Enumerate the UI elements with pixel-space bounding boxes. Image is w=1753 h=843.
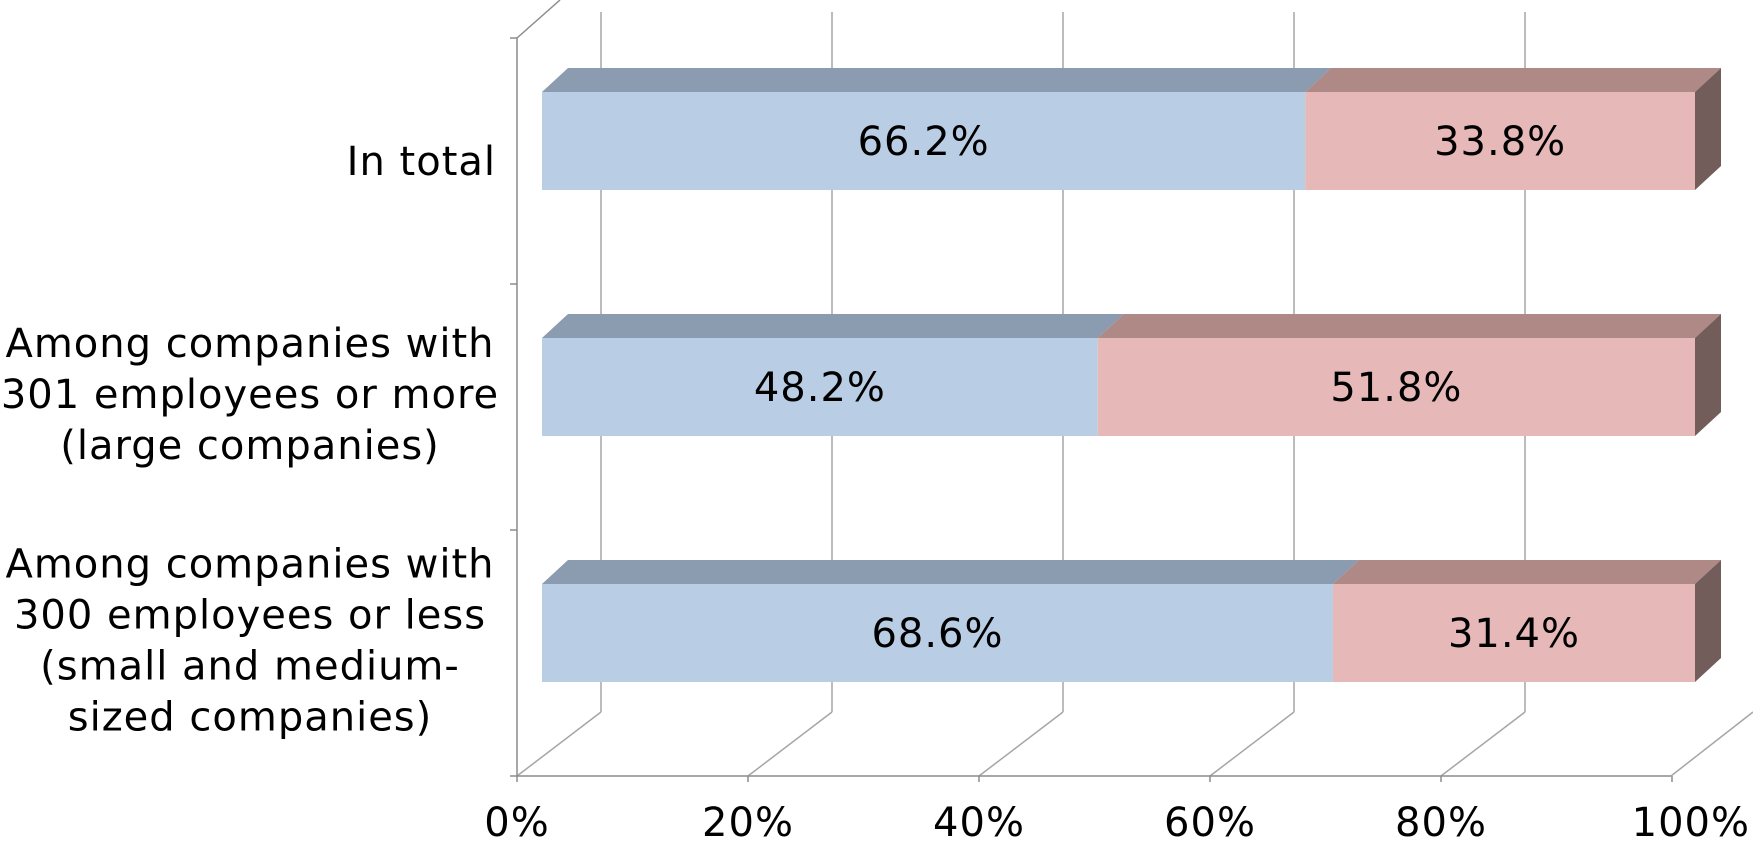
data-label-1-0: 33.8% — [1434, 119, 1566, 165]
bar-1-1 — [1097, 338, 1695, 436]
bar-top-1-1 — [1097, 314, 1721, 338]
x-tick-label-0: 0% — [484, 800, 549, 843]
data-label-0-2: 68.6% — [871, 611, 1003, 657]
floor-gridline-100 — [1670, 711, 1753, 777]
bar-side-1-0 — [1695, 68, 1721, 190]
data-label-0-1: 48.2% — [754, 365, 886, 411]
x-tick-labels: 0% 20% 40% 60% 80% 100% — [484, 800, 1750, 843]
bar-top-1-0 — [1305, 68, 1721, 92]
data-label-1-1: 51.8% — [1330, 365, 1462, 411]
category-label-2-line-3: sized companies) — [68, 695, 433, 741]
floor-gridline-60 — [1209, 711, 1295, 777]
bar-0-2 — [542, 584, 1333, 682]
category-label-2-line-2: (small and medium- — [40, 644, 460, 690]
axes — [510, 0, 1673, 782]
x-tick-label-20: 20% — [702, 800, 794, 843]
bar-1-0 — [1305, 92, 1695, 190]
bar-0-1 — [542, 338, 1098, 436]
floor-gridline-40 — [978, 711, 1064, 777]
category-label-1: Among companies with 301 employees or mor… — [1, 321, 499, 469]
floor-gridline-20 — [747, 711, 833, 777]
x-tick-label-60: 60% — [1164, 800, 1256, 843]
data-labels: 66.2% 33.8% 48.2% 51.8% 68.6% 31.4% — [754, 119, 1580, 657]
category-label-1-line-1: 301 employees or more — [1, 372, 499, 418]
category-label-2: Among companies with 300 employees or les… — [5, 542, 494, 741]
category-label-2-line-1: 300 employees or less — [14, 593, 486, 639]
category-label-0: In total — [347, 139, 496, 185]
floor-gridline-0 — [516, 711, 602, 777]
data-label-1-2: 31.4% — [1448, 611, 1580, 657]
floor-gridline-80 — [1440, 711, 1526, 777]
bar-top-1-2 — [1332, 560, 1721, 584]
x-tick-label-80: 80% — [1395, 800, 1487, 843]
category-label-2-line-0: Among companies with — [5, 542, 494, 588]
x-tick-label-40: 40% — [933, 800, 1025, 843]
bar-top-0-0 — [542, 68, 1332, 92]
bar-top-0-1 — [542, 314, 1124, 338]
y-axis-top-depth — [516, 0, 561, 39]
bar-top-0-2 — [542, 560, 1359, 584]
bars — [542, 68, 1721, 682]
category-labels: In total Among companies with 301 employee… — [1, 139, 499, 741]
bar-side-1-1 — [1695, 314, 1721, 436]
bar-0-0 — [542, 92, 1306, 190]
category-label-1-line-2: (large companies) — [60, 423, 440, 469]
bar-side-1-2 — [1695, 560, 1721, 682]
category-label-1-line-0: Among companies with — [5, 321, 494, 367]
category-label-0-line-0: In total — [347, 139, 496, 185]
bar-1-2 — [1332, 584, 1695, 682]
x-tick-label-100: 100% — [1632, 800, 1750, 843]
data-label-0-0: 66.2% — [858, 119, 990, 165]
